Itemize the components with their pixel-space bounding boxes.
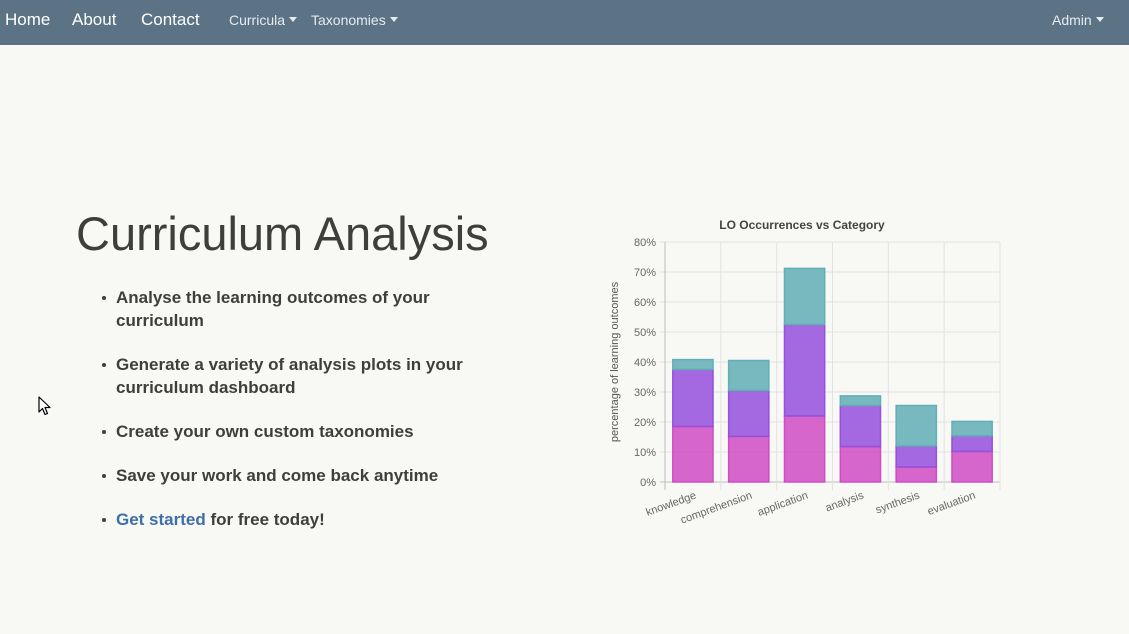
get-started-link[interactable]: Get started (116, 510, 206, 529)
feature-list: Analyse the learning outcomes of your cu… (100, 286, 520, 552)
chart-bar-segment (783, 267, 826, 326)
feature-item: Save your work and come back anytime (100, 464, 520, 487)
chart-y-tick-label: 40% (634, 357, 656, 369)
chart-bar-segment (839, 445, 882, 483)
lo-occurrences-chart: LO Occurrences vs Category percentage of… (609, 218, 1001, 527)
feature-item: Create your own custom taxonomies (100, 420, 520, 443)
chart-y-tick-label: 10% (634, 447, 656, 459)
nav-taxonomies-dropdown[interactable]: Taxonomies (311, 11, 398, 29)
navbar: Home About Contact Curricula Taxonomies … (0, 0, 1129, 45)
chart-bar-segment (895, 445, 938, 468)
chart-y-tick-label: 70% (634, 267, 656, 279)
chevron-down-icon (1095, 17, 1104, 22)
bullet-icon (102, 296, 106, 300)
bullet-icon (102, 518, 106, 522)
chart-bar-segment (951, 435, 993, 453)
chart-bar-segment (672, 425, 714, 483)
feature-text: Save your work and come back anytime (116, 466, 439, 485)
nav-contact-link[interactable]: Contact (141, 10, 200, 29)
feature-item: Analyse the learning outcomes of your cu… (100, 286, 520, 332)
chart-y-tick-label: 80% (634, 237, 656, 249)
feature-text: Analyse the learning outcomes of your cu… (116, 288, 430, 330)
nav-home-link[interactable]: Home (5, 10, 51, 29)
chart-bar-segment (895, 466, 938, 483)
chevron-down-icon (289, 17, 298, 22)
nav-curricula-dropdown[interactable]: Curricula (229, 11, 298, 29)
feature-text: Generate a variety of analysis plots in … (116, 355, 463, 397)
chart-x-tick-label: synthesis (874, 489, 922, 516)
chart-bar-segment (672, 358, 714, 371)
nav-admin-label: Admin (1052, 12, 1092, 28)
nav-admin-dropdown[interactable]: Admin (1052, 11, 1104, 29)
chart-y-axis-label: percentage of learning outcomes (609, 281, 621, 442)
chart-y-tick-label: 50% (634, 327, 656, 339)
page-title: Curriculum Analysis (76, 207, 489, 260)
chart-y-tick-label: 60% (634, 297, 656, 309)
cta-text: for free today! (205, 510, 325, 529)
mouse-pointer-icon (38, 396, 51, 416)
chart-bar-segment (727, 435, 770, 483)
nav-curricula-label: Curricula (229, 12, 286, 28)
chart-bar-segment (727, 389, 770, 438)
bullet-icon (102, 363, 106, 367)
chart-y-tick-label: 0% (640, 477, 656, 489)
chart-bar-segment (727, 359, 770, 392)
nav-about-link[interactable]: About (72, 10, 117, 29)
chart-bar-segment (783, 415, 826, 483)
chart-bar-segment (895, 404, 938, 447)
chart-x-tick-label: application (756, 490, 810, 519)
feature-text: Create your own custom taxonomies (116, 422, 414, 441)
chart-bar-segment (783, 323, 826, 417)
chart-x-tick-label: evaluation (926, 490, 977, 518)
chart-bar-segment (839, 404, 882, 448)
bullet-icon (102, 474, 106, 478)
chart-bar-segment (672, 368, 714, 428)
chevron-down-icon (389, 17, 398, 22)
feature-item: Get started for free today! (100, 508, 520, 531)
bullet-icon (102, 430, 106, 434)
chart-bar-segment (951, 420, 993, 437)
nav-taxonomies-label: Taxonomies (311, 12, 386, 28)
chart-bar-segment (839, 395, 882, 407)
chart-title: LO Occurrences vs Category (719, 218, 885, 232)
feature-item: Generate a variety of analysis plots in … (100, 353, 520, 399)
chart-x-tick-label: analysis (824, 489, 866, 514)
chart-y-tick-label: 30% (634, 387, 656, 399)
chart-bar-segment (951, 450, 993, 483)
chart-y-tick-label: 20% (634, 417, 656, 429)
